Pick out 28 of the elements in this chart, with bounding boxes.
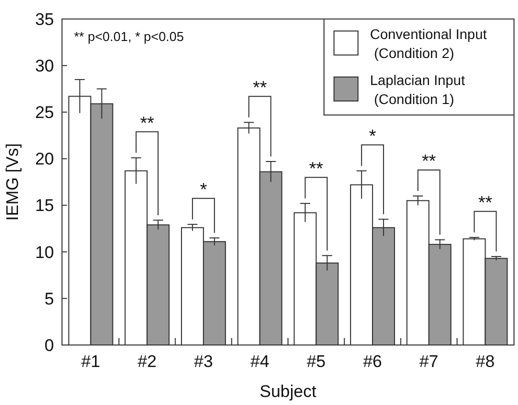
annotation: * [200,179,207,200]
x-tick-label: #8 [476,352,495,371]
annotation: * [369,126,376,146]
annotation: ** p<0.01, * p<0.05 [74,29,184,44]
annotation: ** [309,158,324,178]
annotation: ** [252,77,267,98]
x-tick-label: #7 [419,352,438,371]
y-tick-label: 25 [35,103,54,122]
x-tick-label: #4 [250,352,270,371]
annotation: ** [140,112,154,133]
y-tick-label: 5 [44,289,54,308]
legend-label: Laplacian Input (Condition 1) [370,72,466,107]
annotation: ** [478,192,492,212]
y-tick-label: 35 [35,10,54,29]
x-tick-label: #5 [306,352,326,371]
x-tick-label: #3 [194,352,213,371]
y-tick-label: 15 [35,196,54,216]
x-tick-label: #2 [138,352,157,371]
y-axis-title: IEMG [Vs] [3,143,22,221]
y-tick-label: 30 [35,56,54,76]
x-tick-label: #6 [363,352,382,371]
x-axis-title: Subject [260,382,317,401]
y-tick-label: 20 [35,150,54,169]
x-tick-label: #1 [81,352,100,371]
annotation: ** [422,150,436,171]
legend-label: Conventional Input (Condition 2) [370,26,487,61]
y-tick-label: 0 [44,336,54,355]
y-tick-label: 10 [35,242,54,262]
